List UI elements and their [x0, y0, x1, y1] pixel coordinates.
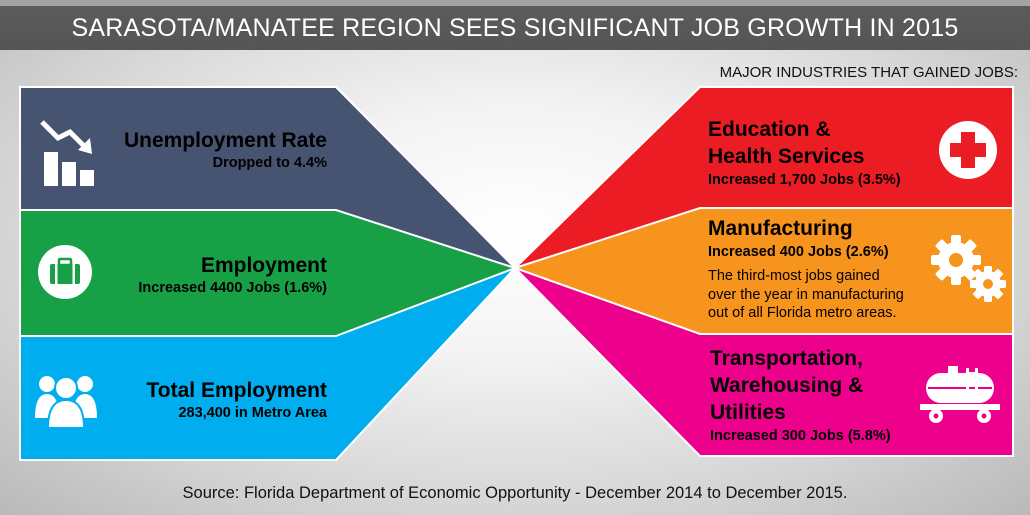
transportation-subtitle: Increased 300 Jobs (5.8%): [710, 428, 891, 444]
transportation-panel: [515, 268, 1013, 456]
manufacturing-note-line2: over the year in manufacturing: [708, 286, 904, 303]
total-employment-title: Total Employment: [146, 379, 327, 402]
declining-bar-chart-icon: [40, 120, 94, 186]
gears-icon: [931, 235, 1006, 302]
briefcase-icon: [38, 245, 92, 299]
education-title-line1: Education &: [708, 118, 831, 141]
education-subtitle: Increased 1,700 Jobs (3.5%): [708, 172, 901, 188]
education-panel: [515, 87, 1013, 268]
transportation-title-line1: Transportation,: [710, 347, 863, 370]
transportation-title-line3: Utilities: [710, 401, 786, 424]
total-employment-text: Total Employment 283,400 in Metro Area: [67, 378, 327, 423]
education-title-line2: Health Services: [708, 145, 865, 168]
unemployment-title: Unemployment Rate: [123, 129, 327, 152]
manufacturing-note: The third-most jobs gained over the year…: [708, 267, 948, 323]
manufacturing-panel: [515, 208, 1013, 334]
page-title: SARASOTA/MANATEE REGION SEES SIGNIFICANT…: [71, 14, 959, 42]
manufacturing-text: Manufacturing Increased 400 Jobs (2.6%) …: [708, 215, 948, 323]
unemployment-panel: [20, 87, 515, 268]
unemployment-text: Unemployment Rate Dropped to 4.4%: [67, 128, 327, 173]
manufacturing-note-line3: out of all Florida metro areas.: [708, 305, 897, 321]
manufacturing-subtitle: Increased 400 Jobs (2.6%): [708, 244, 889, 260]
people-group-icon: [35, 376, 97, 428]
manufacturing-title: Manufacturing: [708, 217, 853, 240]
medical-cross-icon: [939, 121, 997, 179]
education-text: Education & Health Services Increased 1,…: [708, 116, 938, 190]
transportation-title-line2: Warehousing &: [710, 374, 864, 397]
major-industries-label: MAJOR INDUSTRIES THAT GAINED JOBS:: [719, 64, 1018, 81]
tanker-railcar-icon: [920, 366, 1000, 423]
employment-text: Employment Increased 4400 Jobs (1.6%): [27, 253, 327, 298]
employment-title: Employment: [200, 254, 327, 277]
source-note: Source: Florida Department of Economic O…: [182, 484, 848, 502]
employment-subtitle: Increased 4400 Jobs (1.6%): [138, 280, 327, 296]
manufacturing-note-line1: The third-most jobs gained: [708, 268, 880, 284]
transportation-text: Transportation, Warehousing & Utilities …: [710, 345, 920, 446]
title-bar: SARASOTA/MANATEE REGION SEES SIGNIFICANT…: [0, 0, 1030, 50]
unemployment-subtitle: Dropped to 4.4%: [212, 155, 327, 171]
total-employment-subtitle: 283,400 in Metro Area: [178, 405, 327, 421]
employment-panel: [20, 210, 515, 336]
